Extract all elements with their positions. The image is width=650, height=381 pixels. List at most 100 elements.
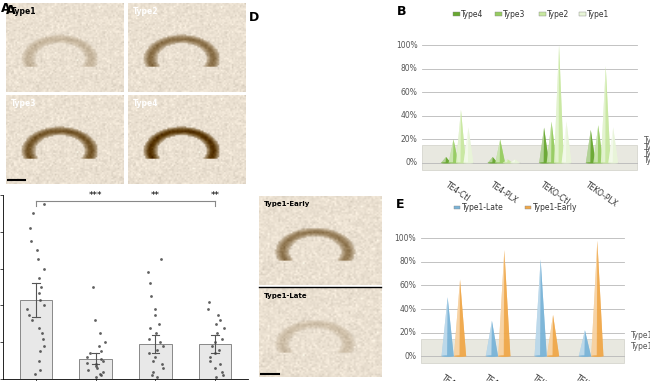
Ellipse shape bbox=[592, 355, 603, 357]
Ellipse shape bbox=[454, 355, 466, 357]
Polygon shape bbox=[592, 241, 603, 356]
Point bbox=[144, 325, 155, 331]
Ellipse shape bbox=[448, 162, 458, 163]
Polygon shape bbox=[495, 139, 505, 163]
Text: 60%: 60% bbox=[400, 88, 417, 97]
Point bbox=[83, 367, 93, 373]
Bar bbox=[452, 13, 460, 16]
Ellipse shape bbox=[538, 162, 550, 164]
Polygon shape bbox=[461, 110, 466, 163]
Polygon shape bbox=[492, 321, 498, 356]
Point bbox=[157, 365, 168, 371]
Bar bbox=[539, 13, 546, 16]
Text: 20%: 20% bbox=[401, 135, 417, 144]
Ellipse shape bbox=[488, 162, 498, 163]
Ellipse shape bbox=[578, 355, 592, 357]
Point bbox=[154, 321, 164, 327]
Polygon shape bbox=[515, 159, 520, 163]
Polygon shape bbox=[554, 45, 559, 163]
Polygon shape bbox=[579, 330, 585, 356]
Text: ***: *** bbox=[89, 191, 103, 200]
Point bbox=[36, 330, 47, 336]
Polygon shape bbox=[608, 128, 613, 163]
Point bbox=[151, 330, 161, 336]
Ellipse shape bbox=[499, 355, 510, 357]
Point bbox=[144, 336, 155, 342]
Point bbox=[32, 247, 42, 253]
Point bbox=[95, 371, 105, 377]
Ellipse shape bbox=[553, 162, 565, 164]
Text: 80%: 80% bbox=[400, 258, 416, 266]
Text: TE4-PLX: TE4-PLX bbox=[489, 181, 519, 206]
Ellipse shape bbox=[510, 162, 520, 163]
Ellipse shape bbox=[540, 162, 549, 163]
Text: Type4: Type4 bbox=[644, 136, 650, 145]
Text: Type1-Early: Type1-Early bbox=[631, 331, 650, 340]
Point bbox=[91, 363, 101, 369]
Text: Type1-Late: Type1-Late bbox=[462, 203, 504, 212]
Polygon shape bbox=[502, 159, 513, 163]
Point bbox=[96, 349, 106, 355]
Polygon shape bbox=[586, 130, 595, 163]
Point bbox=[82, 354, 92, 360]
Polygon shape bbox=[448, 297, 454, 356]
Polygon shape bbox=[460, 280, 466, 356]
Ellipse shape bbox=[579, 355, 591, 357]
Ellipse shape bbox=[510, 162, 521, 164]
Point bbox=[205, 358, 216, 364]
Point bbox=[39, 343, 49, 349]
Point bbox=[96, 356, 107, 362]
Point bbox=[99, 339, 110, 345]
Polygon shape bbox=[544, 128, 549, 163]
Ellipse shape bbox=[562, 162, 571, 163]
Bar bbox=[3, 94, 125, 186]
Polygon shape bbox=[486, 321, 498, 356]
Ellipse shape bbox=[608, 162, 618, 163]
Polygon shape bbox=[486, 321, 492, 356]
Text: **: ** bbox=[211, 191, 220, 200]
Ellipse shape bbox=[547, 355, 559, 357]
Point bbox=[27, 210, 38, 216]
Bar bbox=[125, 2, 248, 94]
Point bbox=[95, 330, 105, 336]
Point bbox=[39, 303, 49, 309]
Ellipse shape bbox=[441, 162, 452, 164]
Point bbox=[90, 374, 101, 380]
Bar bbox=[495, 13, 502, 16]
Polygon shape bbox=[510, 159, 520, 163]
Polygon shape bbox=[448, 139, 454, 163]
Point bbox=[213, 312, 224, 318]
Ellipse shape bbox=[593, 162, 603, 163]
Point bbox=[25, 238, 36, 244]
Polygon shape bbox=[591, 130, 595, 163]
Point bbox=[31, 371, 41, 377]
Polygon shape bbox=[469, 128, 473, 163]
Polygon shape bbox=[562, 122, 571, 163]
Text: Type1-Early: Type1-Early bbox=[533, 203, 577, 212]
Ellipse shape bbox=[486, 355, 498, 357]
Polygon shape bbox=[593, 125, 603, 163]
Polygon shape bbox=[547, 315, 559, 356]
Ellipse shape bbox=[601, 162, 610, 163]
Bar bbox=[578, 13, 586, 16]
Point bbox=[87, 284, 98, 290]
Polygon shape bbox=[446, 157, 451, 163]
Text: A: A bbox=[1, 2, 10, 15]
Ellipse shape bbox=[561, 162, 572, 164]
Bar bbox=[454, 206, 460, 209]
Text: 0%: 0% bbox=[404, 352, 416, 360]
Polygon shape bbox=[601, 66, 606, 163]
Ellipse shape bbox=[586, 162, 595, 163]
Polygon shape bbox=[422, 145, 637, 170]
Point bbox=[152, 347, 162, 353]
Text: 0%: 0% bbox=[406, 158, 417, 167]
Point bbox=[34, 367, 45, 373]
Point bbox=[204, 299, 214, 305]
Point bbox=[205, 354, 215, 360]
Text: TEKO-CtI: TEKO-CtI bbox=[539, 181, 571, 207]
Text: A: A bbox=[6, 4, 16, 17]
Point bbox=[210, 339, 220, 345]
Polygon shape bbox=[597, 241, 603, 356]
Polygon shape bbox=[493, 157, 498, 163]
Point bbox=[39, 266, 49, 272]
